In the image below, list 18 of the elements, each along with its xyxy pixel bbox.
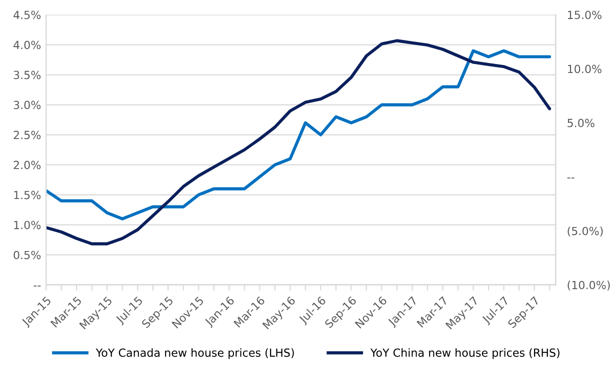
legend-label: YoY Canada new house prices (LHS) bbox=[96, 348, 294, 359]
y2-tick-label: 10.0% bbox=[568, 64, 602, 74]
y-tick-label: 3.0% bbox=[14, 100, 41, 110]
y2-tick-label: (10.0%) bbox=[568, 280, 610, 291]
legend-label: YoY China new house prices (RHS) bbox=[370, 348, 560, 359]
y-tick-label: 1.5% bbox=[14, 190, 41, 200]
y-tick-label: 1.0% bbox=[14, 220, 41, 230]
y-tick-label: 4.5% bbox=[14, 10, 41, 20]
y2-tick-label: 5.0% bbox=[568, 118, 594, 128]
y-tick-label: 3.5% bbox=[14, 70, 41, 80]
y-tick-label: 0.5% bbox=[14, 250, 41, 260]
line-series bbox=[46, 39, 552, 246]
y-tick-label: 4.0% bbox=[14, 40, 41, 50]
y-tick-label: 2.5% bbox=[14, 130, 41, 140]
line-series bbox=[46, 49, 552, 220]
y2-tick-label: (5.0%) bbox=[568, 226, 603, 237]
y-tick-label: 2.0% bbox=[14, 160, 41, 170]
y2-tick-label: 15.0% bbox=[568, 10, 602, 20]
